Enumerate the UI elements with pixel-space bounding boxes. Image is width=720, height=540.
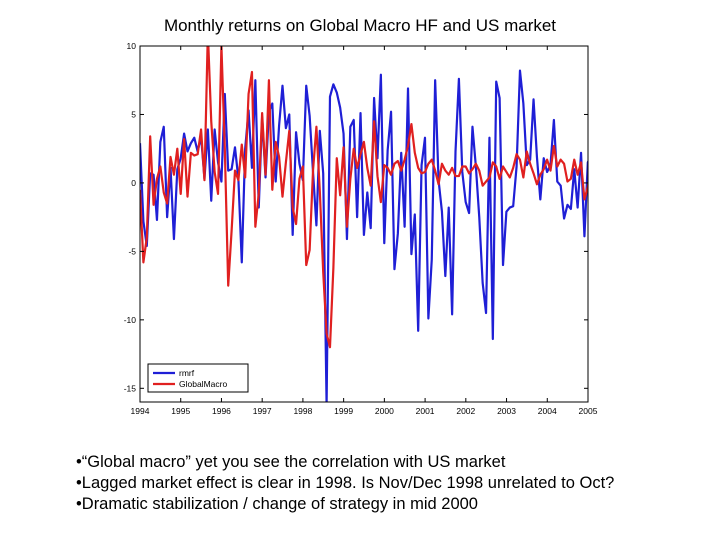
x-tick-label: 2002 xyxy=(456,406,475,416)
plot-frame xyxy=(139,45,589,403)
legend-label-globalmacro: GlobalMacro xyxy=(179,379,227,389)
series-line-globalmacro xyxy=(140,46,588,349)
series-layer xyxy=(140,46,588,402)
x-tick-label: 2001 xyxy=(416,406,435,416)
bullet-list: •“Global macro” yet you see the correlat… xyxy=(76,452,716,515)
x-tick-label: 2000 xyxy=(375,406,394,416)
bullet-item: •Lagged market effect is clear in 1998. … xyxy=(76,474,615,492)
x-tick-label: 1996 xyxy=(212,406,231,416)
y-tick-label: -5 xyxy=(128,246,136,256)
chart-title: Monthly returns on Global Macro HF and U… xyxy=(163,16,557,35)
legend-box xyxy=(147,363,249,393)
x-tick-label: 1995 xyxy=(171,406,190,416)
x-tick-label: 2004 xyxy=(538,406,557,416)
series-line-rmrf xyxy=(140,69,588,402)
x-tick-label: 1997 xyxy=(253,406,272,416)
x-tick-label: 2005 xyxy=(579,406,598,416)
y-tick-label: -15 xyxy=(124,383,137,393)
y-tick-label: 10 xyxy=(127,41,137,51)
legend-label-rmrf: rmrf xyxy=(179,368,195,378)
x-tick-label: 1994 xyxy=(131,406,150,416)
x-tick-label: 1999 xyxy=(334,406,353,416)
y-tick-label: -10 xyxy=(124,315,137,325)
y-tick-label: 5 xyxy=(131,109,136,119)
y-tick-label: 0 xyxy=(131,178,136,188)
x-tick-label: 1998 xyxy=(293,406,312,416)
bullet-item: •Dramatic stabilization / change of stra… xyxy=(76,495,478,513)
line-chart: 1994 1995 1996 1997 1998 1999 2000 2001 2002 2003… xyxy=(124,41,598,416)
x-tick-label: 2003 xyxy=(497,406,516,416)
axes: 1994 1995 1996 1997 1998 1999 2000 2001 2002 2003… xyxy=(124,41,598,416)
bullet-item: •“Global macro” yet you see the correlat… xyxy=(76,453,506,471)
